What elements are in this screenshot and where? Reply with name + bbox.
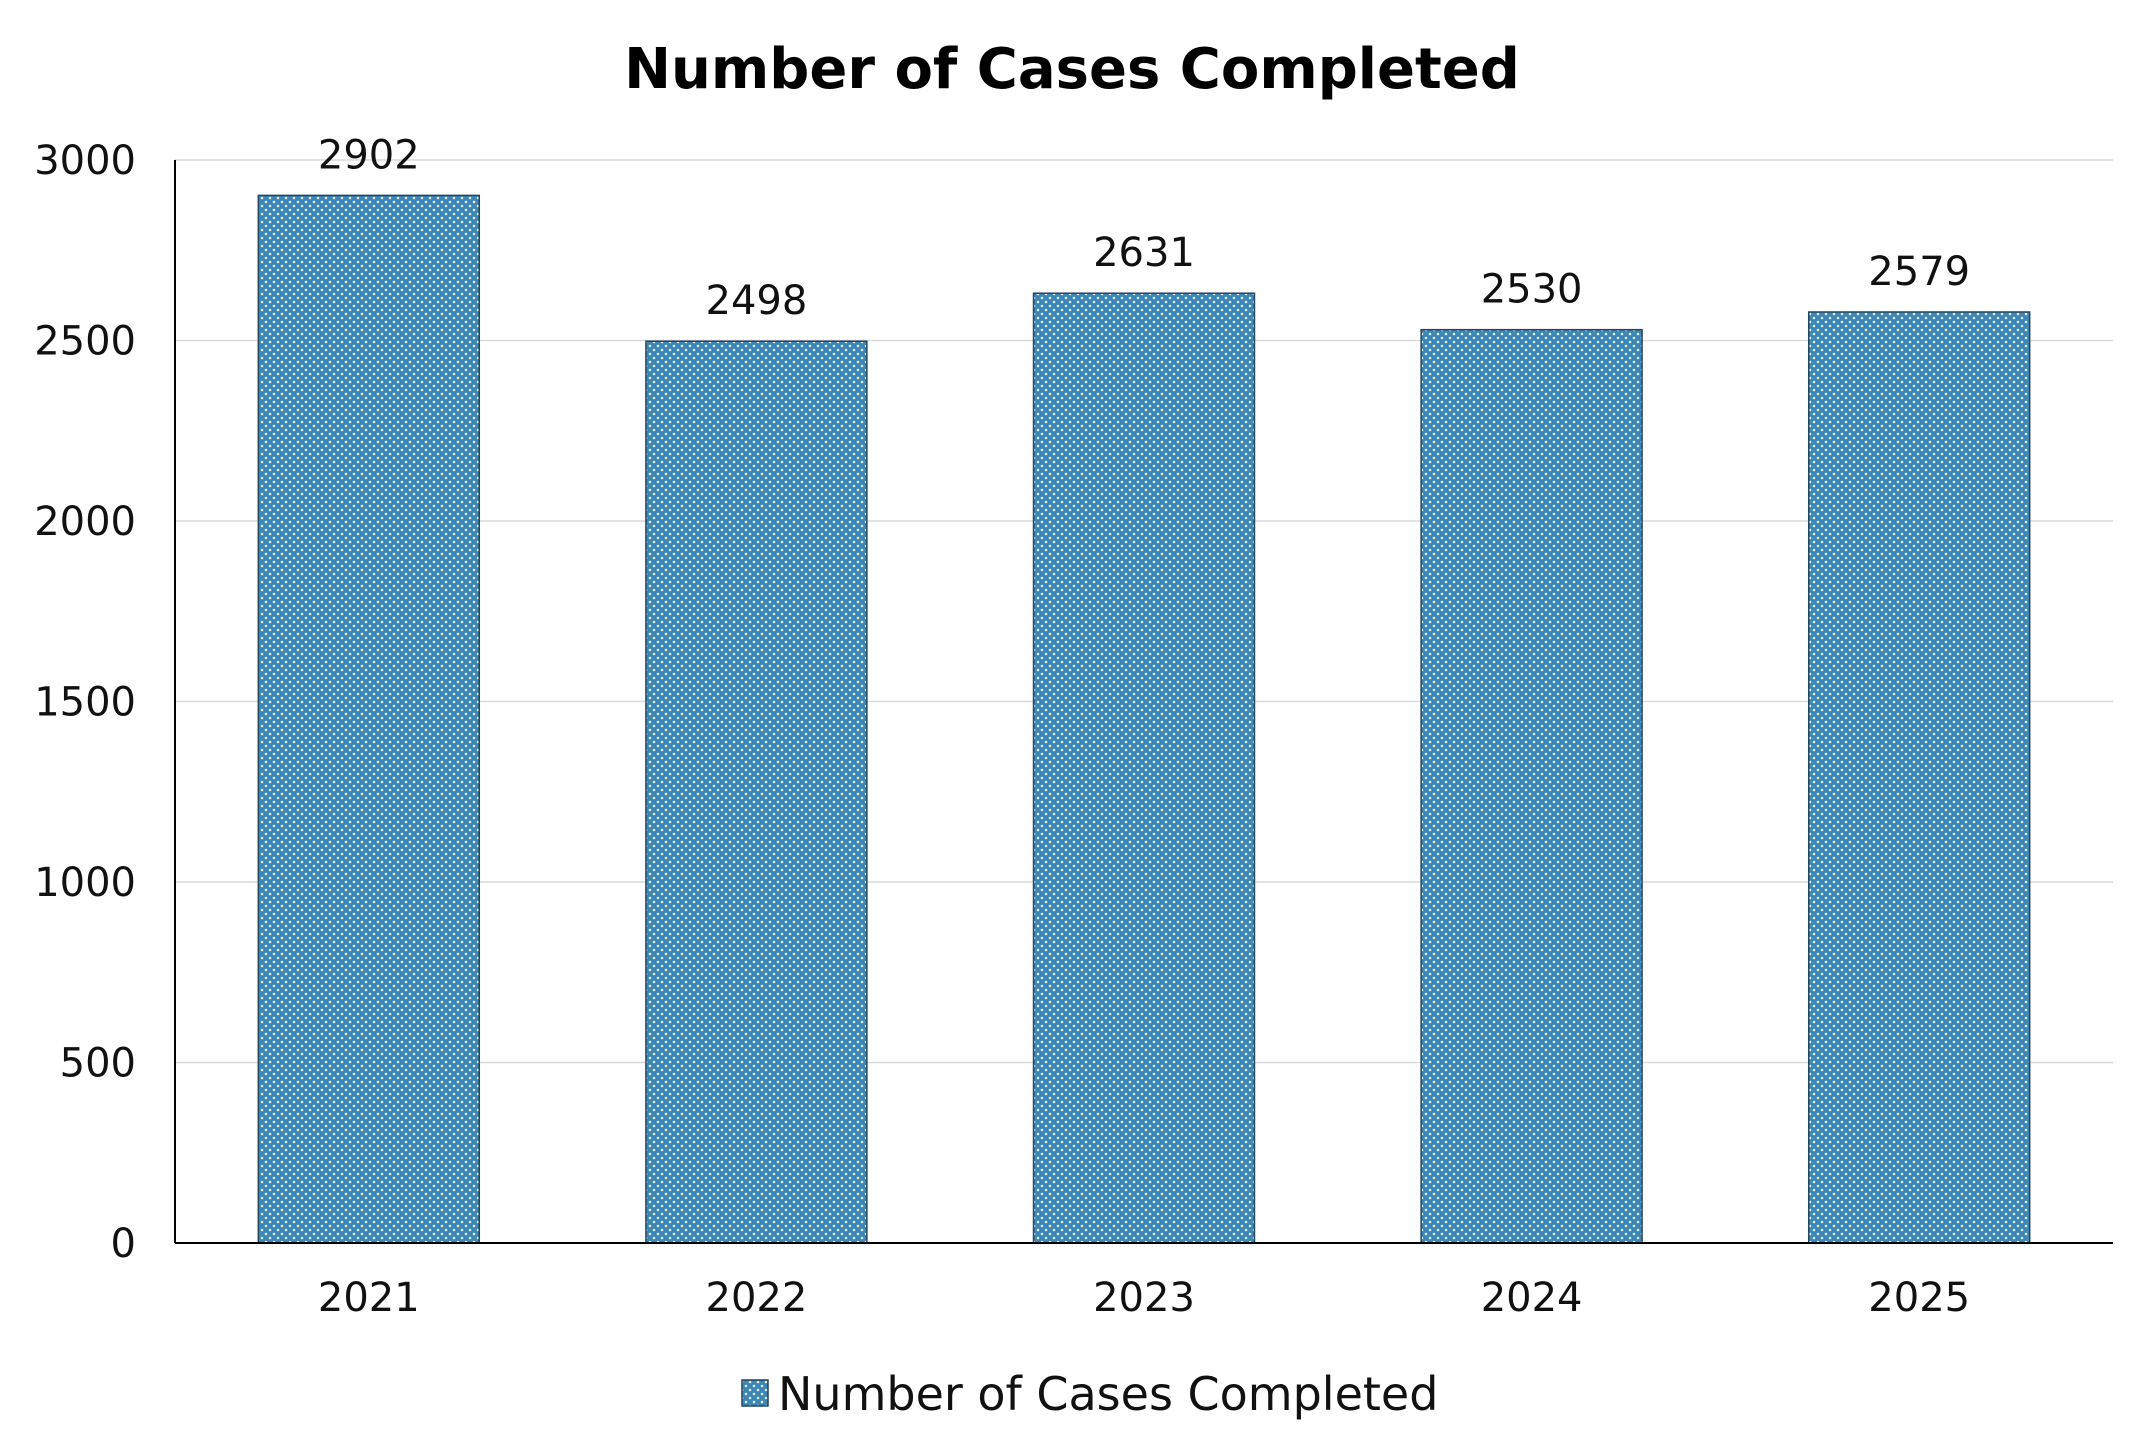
bar-2023 [1032,292,1256,1244]
data-labels: 2902 2498 2631 2530 2579 [318,132,1970,324]
data-label-2024: 2530 [1481,267,1583,313]
y-axis-ticks: 0 500 1000 1500 2000 2500 3000 [34,138,136,1267]
x-tick-label: 2021 [318,1275,420,1321]
legend-label: Number of Cases Completed [778,1367,1438,1421]
y-tick-label: 0 [111,1221,136,1267]
data-label-2025: 2579 [1868,249,1970,295]
data-label-2021: 2902 [318,132,420,178]
chart-title: Number of Cases Completed [624,37,1520,102]
x-tick-label: 2024 [1481,1275,1583,1321]
y-tick-label: 2000 [34,499,136,545]
bars [257,194,2031,1244]
y-tick-label: 2500 [34,319,136,365]
y-tick-label: 1000 [34,860,136,906]
bar-2025 [1807,311,2031,1244]
legend-swatch [741,1379,769,1407]
y-tick-label: 3000 [34,138,136,184]
legend: Number of Cases Completed [741,1367,1438,1421]
x-tick-label: 2022 [706,1275,808,1321]
bar-2022 [645,340,868,1244]
y-tick-label: 1500 [34,680,136,726]
data-label-2022: 2498 [706,278,808,324]
data-label-2023: 2631 [1093,230,1195,276]
x-tick-label: 2025 [1868,1275,1970,1321]
x-tick-label: 2023 [1093,1275,1195,1321]
x-axis-ticks: 2021 2022 2023 2024 2025 [318,1275,1970,1321]
y-tick-label: 500 [60,1041,136,1087]
bar-2021 [257,194,481,1244]
bar-2024 [1420,328,1643,1244]
